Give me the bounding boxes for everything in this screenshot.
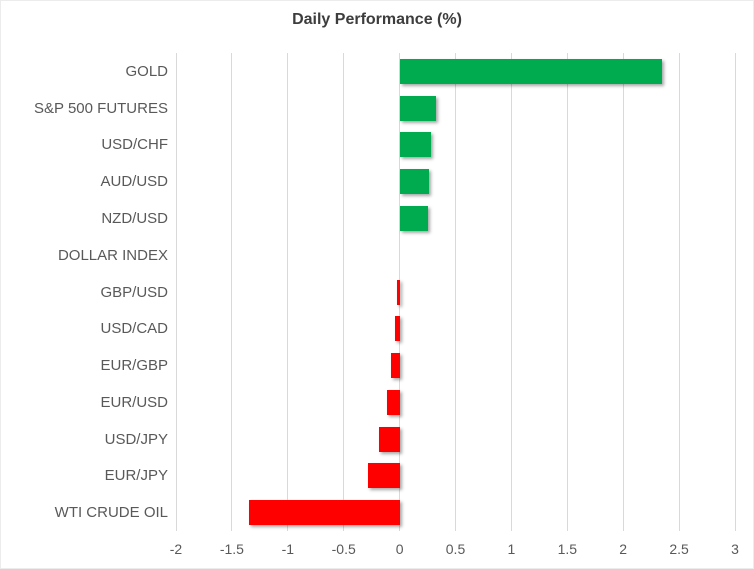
category-label-s-p-500-futures: S&P 500 FUTURES	[34, 99, 168, 117]
category-axis: GOLD S&P 500 FUTURES USD/CHF AUD/USD NZD/USD…	[1, 53, 168, 531]
gridline-x--0.5	[343, 53, 345, 531]
x-tick-label: -1	[281, 541, 295, 557]
bar-s-p-500-futures	[399, 95, 437, 121]
gridline-x-1.5	[566, 53, 568, 531]
gridline-x-3	[734, 53, 736, 531]
bar-usd-jpy	[379, 426, 400, 452]
bar-usd-cad	[395, 316, 400, 342]
gridline-x--2	[175, 53, 177, 531]
bar-aud-usd	[399, 169, 429, 195]
category-label-gbp-usd: GBP/USD	[100, 283, 168, 301]
gridline-x--1.5	[231, 53, 233, 531]
x-tick-label: 2	[619, 541, 628, 557]
bar-nzd-usd	[399, 205, 428, 231]
category-label-aud-usd: AUD/USD	[100, 173, 168, 191]
x-tick-label: 1	[507, 541, 516, 557]
category-label-dollar-index: DOLLAR INDEX	[57, 246, 168, 264]
bar-eur-usd	[387, 389, 400, 415]
chart-title: Daily Performance (%)	[292, 11, 462, 28]
category-label-eur-usd: EUR/USD	[100, 393, 168, 411]
x-tick-label: 2.5	[669, 541, 689, 557]
gridline-x-2.5	[678, 53, 680, 531]
gridline-x-0	[399, 53, 401, 531]
category-label-eur-gbp: EUR/GBP	[100, 357, 168, 375]
gridline-x-2	[622, 53, 624, 531]
x-tick-label: 0	[395, 541, 404, 557]
x-tick-label: -2	[169, 541, 183, 557]
bar-gbp-usd	[397, 279, 400, 305]
gridline-x-0.5	[455, 53, 456, 531]
bar-usd-chf	[399, 132, 431, 158]
bar-gold	[399, 58, 663, 84]
category-label-wti-crude-oil: WTI CRUDE OIL	[54, 504, 168, 522]
gridline-x--1	[287, 53, 289, 531]
category-label-gold: GOLD	[125, 62, 168, 80]
x-tick-label: -1.5	[219, 541, 244, 557]
plot-area	[175, 53, 736, 531]
x-tick-label: 3	[731, 541, 739, 557]
category-label-nzd-usd: NZD/USD	[101, 209, 168, 227]
category-label-usd-jpy: USD/JPY	[104, 430, 168, 448]
bar-eur-jpy	[368, 463, 400, 489]
x-tick-label: 0.5	[445, 541, 466, 557]
category-label-usd-cad: USD/CAD	[100, 320, 168, 338]
x-tick-label: 1.5	[557, 541, 578, 557]
x-tick-label: -0.5	[331, 541, 356, 557]
category-label-eur-jpy: EUR/JPY	[104, 467, 168, 485]
value-axis: -2 -1.5 -1 -0.5 0 0.5 1 1.5 2 2.5 3	[170, 541, 739, 561]
gridline-x-1	[510, 53, 512, 531]
bar-wti-crude-oil	[248, 500, 400, 526]
category-label-usd-chf: USD/CHF	[101, 136, 168, 154]
bar-eur-gbp	[390, 353, 400, 379]
